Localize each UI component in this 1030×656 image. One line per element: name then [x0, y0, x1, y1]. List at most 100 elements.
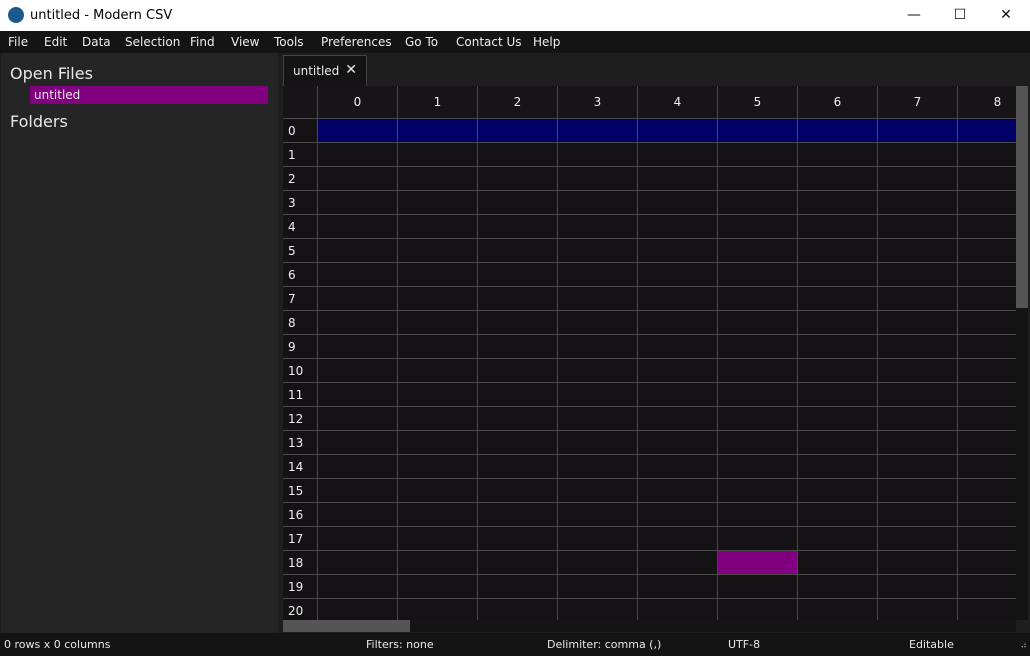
grid-cell[interactable] — [878, 527, 958, 551]
row-header[interactable]: 8 — [283, 311, 318, 335]
row-header[interactable]: 6 — [283, 263, 318, 287]
grid-cell[interactable] — [718, 575, 798, 599]
grid-cell[interactable] — [398, 575, 478, 599]
grid-cell[interactable] — [878, 407, 958, 431]
grid-cell[interactable] — [478, 479, 558, 503]
grid-cell[interactable] — [638, 479, 718, 503]
grid-cell[interactable] — [638, 431, 718, 455]
menu-contact-us[interactable]: Contact Us — [456, 35, 522, 49]
grid-cell[interactable] — [558, 479, 638, 503]
row-header[interactable]: 1 — [283, 143, 318, 167]
grid-cell[interactable] — [398, 119, 478, 143]
grid-cell[interactable] — [798, 239, 878, 263]
grid-cell[interactable] — [718, 311, 798, 335]
grid-cell[interactable] — [798, 527, 878, 551]
grid-cell[interactable] — [638, 191, 718, 215]
menu-selection[interactable]: Selection — [125, 35, 181, 49]
menu-go-to[interactable]: Go To — [405, 35, 439, 49]
grid-cell[interactable] — [318, 479, 398, 503]
grid-cell[interactable] — [958, 575, 1016, 599]
row-header[interactable]: 10 — [283, 359, 318, 383]
column-header[interactable]: 3 — [558, 86, 638, 119]
grid-cell[interactable] — [958, 335, 1016, 359]
grid-cell[interactable] — [318, 239, 398, 263]
grid-cell[interactable] — [558, 239, 638, 263]
grid-cell[interactable] — [478, 143, 558, 167]
grid-cell[interactable] — [638, 287, 718, 311]
grid-cell[interactable] — [638, 311, 718, 335]
row-header[interactable]: 13 — [283, 431, 318, 455]
grid-cell[interactable] — [878, 263, 958, 287]
corner-cell[interactable] — [283, 86, 318, 119]
minimize-button[interactable]: — — [907, 7, 921, 23]
grid-cell[interactable] — [878, 287, 958, 311]
grid-cell[interactable] — [398, 215, 478, 239]
grid-cell[interactable] — [958, 287, 1016, 311]
grid-cell[interactable] — [398, 143, 478, 167]
grid-cell[interactable] — [318, 143, 398, 167]
grid-cell[interactable] — [558, 359, 638, 383]
grid-cell[interactable] — [878, 119, 958, 143]
grid-cell[interactable] — [638, 335, 718, 359]
grid-cell[interactable] — [478, 215, 558, 239]
grid-cell[interactable] — [798, 167, 878, 191]
column-header[interactable]: 8 — [958, 86, 1016, 119]
menu-find[interactable]: Find — [190, 35, 215, 49]
grid-cell[interactable] — [958, 239, 1016, 263]
grid-cell[interactable] — [558, 143, 638, 167]
grid-cell[interactable] — [878, 575, 958, 599]
menu-file[interactable]: File — [8, 35, 29, 49]
spreadsheet-grid[interactable]: 0 1 2 3 4 5 6 7 8 0 1 2 3 4 5 6 7 8 9 10 11 12 13 14 15 16 17 18 19 2… — [283, 86, 1016, 620]
grid-cell[interactable] — [798, 263, 878, 287]
grid-cell[interactable] — [958, 359, 1016, 383]
grid-cell[interactable] — [398, 503, 478, 527]
grid-cell[interactable] — [638, 167, 718, 191]
grid-cell[interactable] — [318, 599, 398, 620]
grid-cell[interactable] — [558, 503, 638, 527]
grid-cell[interactable] — [398, 359, 478, 383]
row-header[interactable]: 4 — [283, 215, 318, 239]
grid-cell[interactable] — [318, 407, 398, 431]
row-header[interactable]: 14 — [283, 455, 318, 479]
row-header[interactable]: 7 — [283, 287, 318, 311]
grid-cell[interactable] — [798, 359, 878, 383]
grid-cell[interactable] — [638, 455, 718, 479]
column-header[interactable]: 4 — [638, 86, 718, 119]
column-header[interactable]: 7 — [878, 86, 958, 119]
grid-cell[interactable] — [718, 527, 798, 551]
grid-cell[interactable] — [478, 335, 558, 359]
grid-cell[interactable] — [478, 191, 558, 215]
grid-cell[interactable] — [398, 287, 478, 311]
grid-cell[interactable] — [798, 455, 878, 479]
vertical-scrollbar[interactable] — [1016, 86, 1028, 620]
grid-cell[interactable] — [558, 431, 638, 455]
grid-cell[interactable] — [718, 239, 798, 263]
grid-cell[interactable] — [398, 431, 478, 455]
grid-cell[interactable] — [718, 599, 798, 620]
grid-cell[interactable] — [638, 503, 718, 527]
vertical-scroll-thumb[interactable] — [1016, 86, 1028, 308]
grid-cell[interactable] — [958, 407, 1016, 431]
grid-cell[interactable] — [798, 575, 878, 599]
grid-cell[interactable] — [638, 599, 718, 620]
grid-cell[interactable] — [638, 263, 718, 287]
grid-cell[interactable] — [878, 143, 958, 167]
grid-cell[interactable] — [478, 575, 558, 599]
grid-cell[interactable] — [878, 191, 958, 215]
grid-cell[interactable] — [878, 383, 958, 407]
row-header[interactable]: 0 — [283, 119, 318, 143]
grid-cell[interactable] — [958, 119, 1016, 143]
grid-cell[interactable] — [638, 407, 718, 431]
row-header[interactable]: 16 — [283, 503, 318, 527]
grid-cell[interactable] — [798, 335, 878, 359]
grid-cell[interactable] — [638, 239, 718, 263]
grid-cell[interactable] — [478, 383, 558, 407]
grid-cell[interactable] — [478, 263, 558, 287]
grid-cell[interactable] — [398, 191, 478, 215]
row-header[interactable]: 2 — [283, 167, 318, 191]
grid-cell[interactable] — [878, 215, 958, 239]
grid-cell[interactable] — [718, 191, 798, 215]
column-header[interactable]: 6 — [798, 86, 878, 119]
grid-cell[interactable] — [958, 143, 1016, 167]
grid-cell[interactable] — [318, 503, 398, 527]
